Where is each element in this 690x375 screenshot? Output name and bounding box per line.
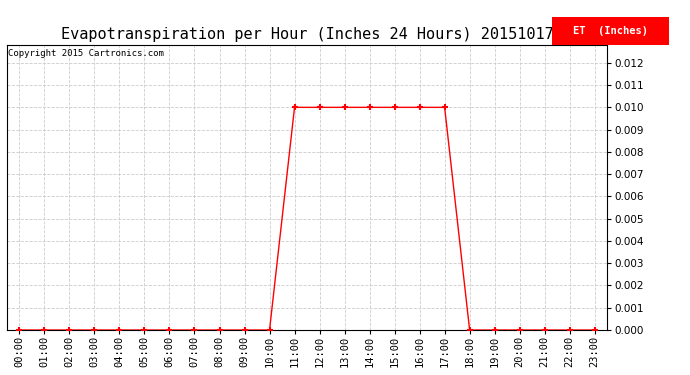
Title: Evapotranspiration per Hour (Inches 24 Hours) 20151017: Evapotranspiration per Hour (Inches 24 H… bbox=[61, 27, 553, 42]
Text: ET  (Inches): ET (Inches) bbox=[573, 26, 648, 36]
Text: Copyright 2015 Cartronics.com: Copyright 2015 Cartronics.com bbox=[8, 49, 164, 58]
